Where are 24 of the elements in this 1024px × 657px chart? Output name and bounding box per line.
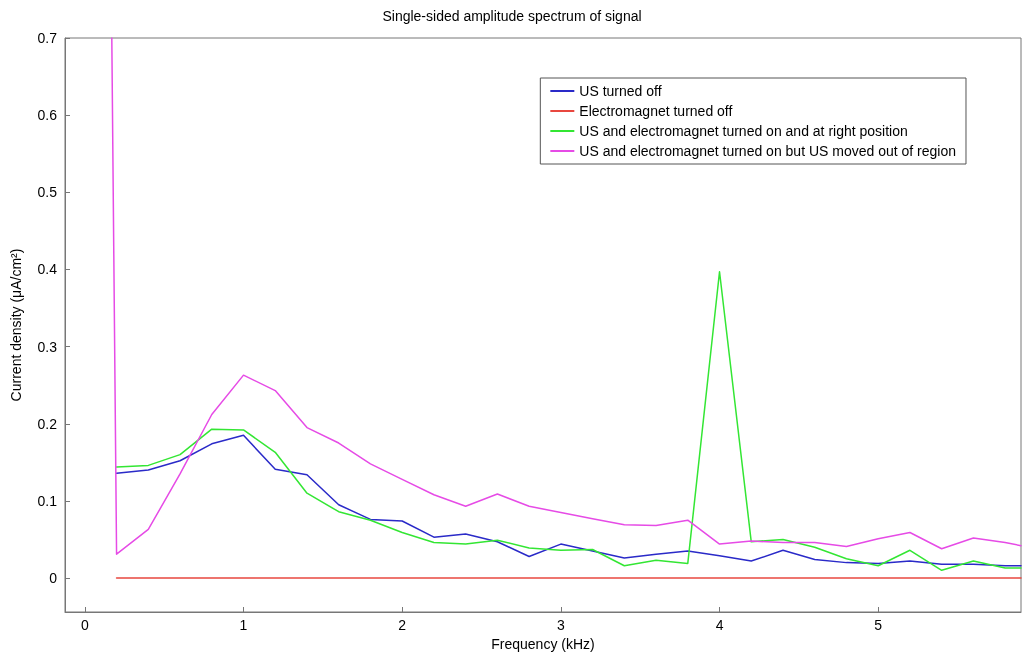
y-tick-label: 0 xyxy=(49,570,58,587)
x-axis-title: Frequency (kHz) xyxy=(491,635,595,652)
x-tick-label: 5 xyxy=(874,617,883,633)
line-series xyxy=(115,271,1022,572)
y-tick-label: 0.5 xyxy=(37,184,58,201)
line-series xyxy=(111,37,1022,555)
legend-label: US and electromagnet turned on and at right position xyxy=(579,123,908,139)
y-tick-label: 0.3 xyxy=(37,338,58,355)
x-tick-label: 0 xyxy=(80,617,89,633)
legend-label: US and electromagnet turned on but US moved out of region xyxy=(579,143,957,159)
legend-label: Electromagnet turned off xyxy=(579,103,733,119)
x-tick-label: 4 xyxy=(715,617,724,633)
legend-label: US turned off xyxy=(579,83,662,99)
x-tick-label: 3 xyxy=(556,617,565,633)
y-tick-label: 0.1 xyxy=(37,492,58,509)
y-tick-label: 0.4 xyxy=(37,261,58,278)
y-tick-label: 0.6 xyxy=(37,107,58,124)
y-axis-title: Current density (μA/cm²) xyxy=(8,248,24,402)
x-tick-label: 1 xyxy=(239,617,248,633)
x-tick-label: 2 xyxy=(398,617,407,633)
line-series xyxy=(115,434,1022,567)
chart-title: Single-sided amplitude spectrum of signal xyxy=(382,8,642,24)
y-tick-label: 0.2 xyxy=(37,415,58,432)
y-tick-label: 0.7 xyxy=(37,30,58,46)
